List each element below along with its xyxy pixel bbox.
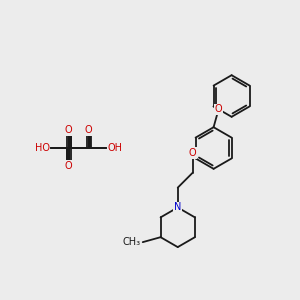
- Text: O: O: [215, 104, 222, 114]
- Text: HO: HO: [33, 143, 48, 153]
- Text: O: O: [85, 125, 92, 135]
- Text: CH₃: CH₃: [123, 237, 141, 247]
- Text: O: O: [65, 125, 73, 135]
- Text: OH: OH: [107, 143, 122, 153]
- Text: O: O: [65, 161, 73, 171]
- Text: N: N: [174, 202, 182, 212]
- Text: O: O: [189, 148, 196, 158]
- Text: HO: HO: [35, 143, 50, 153]
- Text: O: O: [65, 161, 73, 171]
- Text: O: O: [85, 125, 92, 135]
- Text: O: O: [65, 125, 73, 135]
- Text: OH: OH: [110, 143, 124, 153]
